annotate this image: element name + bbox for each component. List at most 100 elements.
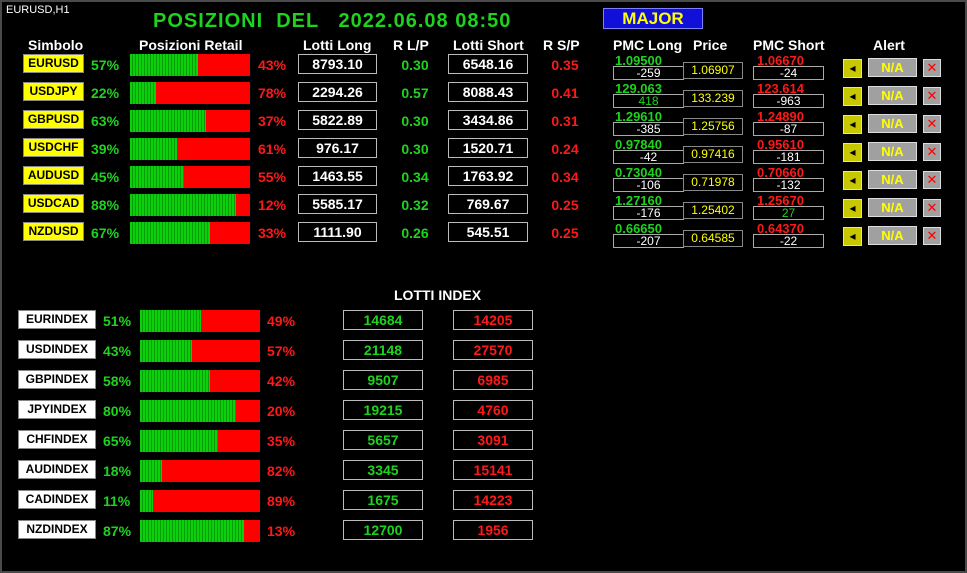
bell-icon[interactable]: ◂ bbox=[843, 171, 862, 190]
close-icon[interactable]: ✕ bbox=[923, 199, 941, 217]
pmc-long-pips: -106 bbox=[613, 178, 684, 192]
alert-value-button[interactable]: N/A bbox=[868, 58, 917, 77]
long-fill bbox=[130, 82, 157, 104]
header-price: Price bbox=[693, 37, 728, 53]
close-icon[interactable]: ✕ bbox=[923, 171, 941, 189]
index-symbol[interactable]: USDINDEX bbox=[18, 340, 96, 359]
index-symbol[interactable]: AUDINDEX bbox=[18, 460, 96, 479]
alert-value-button[interactable]: N/A bbox=[868, 198, 917, 217]
pmc-short-pips: -181 bbox=[753, 150, 824, 164]
lots-long-field: 1111.90 bbox=[298, 222, 377, 242]
pmc-short-value: 1.06670 bbox=[757, 53, 804, 68]
alert-value-button[interactable]: N/A bbox=[868, 86, 917, 105]
long-fill bbox=[130, 166, 184, 188]
long-fill bbox=[140, 430, 218, 452]
header-lots-short: Lotti Short bbox=[453, 37, 524, 53]
long-fill bbox=[140, 400, 236, 422]
index-symbol[interactable]: JPYINDEX bbox=[18, 400, 96, 419]
lots-short-field: 3434.86 bbox=[448, 110, 528, 130]
long-percent: 43% bbox=[103, 343, 132, 359]
major-button[interactable]: MAJOR bbox=[603, 8, 703, 29]
short-percent: 49% bbox=[267, 313, 296, 329]
close-icon[interactable]: ✕ bbox=[923, 143, 941, 161]
header-retail: Posizioni Retail bbox=[139, 37, 243, 53]
bell-icon[interactable]: ◂ bbox=[843, 59, 862, 78]
index-symbol[interactable]: CADINDEX bbox=[18, 490, 96, 509]
symbol-button[interactable]: USDJPY bbox=[23, 82, 84, 101]
close-icon[interactable]: ✕ bbox=[923, 59, 941, 77]
index-lots-short: 6985 bbox=[453, 370, 533, 390]
bell-icon[interactable]: ◂ bbox=[843, 87, 862, 106]
close-icon[interactable]: ✕ bbox=[923, 227, 941, 245]
symbol-button[interactable]: NZDUSD bbox=[23, 222, 84, 241]
retail-ratio-bar bbox=[130, 54, 250, 76]
index-lots-long: 9507 bbox=[343, 370, 423, 390]
long-fill bbox=[130, 138, 177, 160]
index-ratio-bar bbox=[140, 460, 260, 482]
index-symbol[interactable]: CHFINDEX bbox=[18, 430, 96, 449]
symbol-button[interactable]: USDCAD bbox=[23, 194, 84, 213]
index-symbol[interactable]: GBPINDEX bbox=[18, 370, 96, 389]
header-ratio-sp: R S/P bbox=[543, 37, 580, 53]
long-percent: 51% bbox=[103, 313, 132, 329]
close-icon[interactable]: ✕ bbox=[923, 115, 941, 133]
index-ratio-bar bbox=[140, 340, 260, 362]
page-title: POSIZIONI DEL 2022.06.08 08:50 bbox=[153, 10, 512, 32]
alert-value-button[interactable]: N/A bbox=[868, 114, 917, 133]
bell-icon[interactable]: ◂ bbox=[843, 199, 862, 218]
index-lots-long: 14684 bbox=[343, 310, 423, 330]
lots-long-field: 8793.10 bbox=[298, 54, 377, 74]
long-percent: 87% bbox=[103, 523, 132, 539]
pmc-short-pips: -132 bbox=[753, 178, 824, 192]
alert-value-button[interactable]: N/A bbox=[868, 170, 917, 189]
retail-ratio-bar bbox=[130, 166, 250, 188]
index-lots-short: 27570 bbox=[453, 340, 533, 360]
pmc-short-value: 0.70660 bbox=[757, 165, 804, 180]
long-percent: 22% bbox=[91, 85, 120, 101]
bell-icon[interactable]: ◂ bbox=[843, 227, 862, 246]
ratio-lp: 0.30 bbox=[401, 141, 429, 157]
ratio-sp: 0.34 bbox=[551, 169, 579, 185]
ratio-sp: 0.25 bbox=[551, 197, 579, 213]
current-price: 1.06907 bbox=[683, 62, 743, 79]
close-icon[interactable]: ✕ bbox=[923, 87, 941, 105]
short-percent: 43% bbox=[258, 57, 287, 73]
pmc-long-value: 1.09500 bbox=[615, 53, 662, 68]
retail-ratio-bar bbox=[130, 194, 250, 216]
lots-long-field: 5585.17 bbox=[298, 194, 377, 214]
bell-icon[interactable]: ◂ bbox=[843, 115, 862, 134]
bell-icon[interactable]: ◂ bbox=[843, 143, 862, 162]
header-symbol: Simbolo bbox=[28, 37, 84, 53]
index-symbol[interactable]: NZDINDEX bbox=[18, 520, 96, 539]
ratio-lp: 0.26 bbox=[401, 225, 429, 241]
short-percent: 35% bbox=[267, 433, 296, 449]
short-percent: 82% bbox=[267, 463, 296, 479]
index-lots-short: 15141 bbox=[453, 460, 533, 480]
index-ratio-bar bbox=[140, 430, 260, 452]
lots-short-field: 1520.71 bbox=[448, 138, 528, 158]
ratio-lp: 0.32 bbox=[401, 197, 429, 213]
pmc-short-value: 1.25670 bbox=[757, 193, 804, 208]
pmc-long-value: 1.29610 bbox=[615, 109, 662, 124]
index-ratio-bar bbox=[140, 370, 260, 392]
long-percent: 57% bbox=[91, 57, 120, 73]
current-price: 133.239 bbox=[683, 90, 743, 107]
short-percent: 78% bbox=[258, 85, 287, 101]
symbol-button[interactable]: EURUSD bbox=[23, 54, 84, 73]
lots-long-field: 2294.26 bbox=[298, 82, 377, 102]
header-alert: Alert bbox=[873, 37, 905, 53]
symbol-button[interactable]: GBPUSD bbox=[23, 110, 84, 129]
alert-value-button[interactable]: N/A bbox=[868, 142, 917, 161]
ratio-lp: 0.34 bbox=[401, 169, 429, 185]
ratio-sp: 0.24 bbox=[551, 141, 579, 157]
lots-long-field: 976.17 bbox=[298, 138, 377, 158]
alert-value-button[interactable]: N/A bbox=[868, 226, 917, 245]
long-fill bbox=[140, 490, 154, 512]
index-lots-short: 1956 bbox=[453, 520, 533, 540]
index-symbol[interactable]: EURINDEX bbox=[18, 310, 96, 329]
retail-ratio-bar bbox=[130, 82, 250, 104]
pmc-short-pips: -963 bbox=[753, 94, 824, 108]
symbol-button[interactable]: AUDUSD bbox=[23, 166, 84, 185]
symbol-button[interactable]: USDCHF bbox=[23, 138, 84, 157]
index-ratio-bar bbox=[140, 310, 260, 332]
